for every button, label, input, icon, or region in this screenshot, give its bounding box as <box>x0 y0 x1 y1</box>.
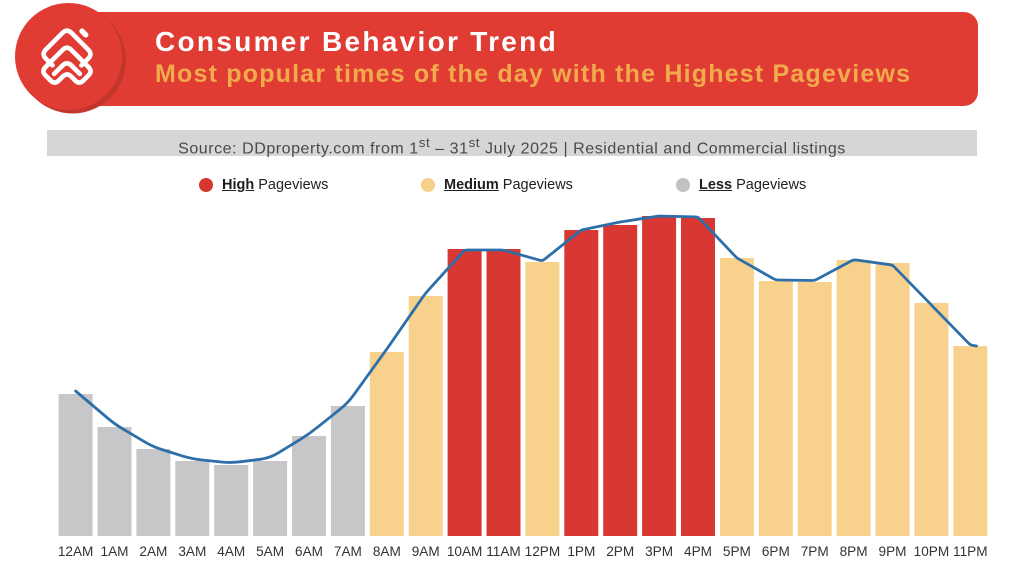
svg-text:2AM: 2AM <box>139 544 167 559</box>
svg-text:8AM: 8AM <box>373 544 401 559</box>
svg-text:3PM: 3PM <box>645 544 673 559</box>
svg-text:5AM: 5AM <box>256 544 284 559</box>
svg-text:3AM: 3AM <box>178 544 206 559</box>
svg-text:10PM: 10PM <box>914 544 950 559</box>
svg-text:5PM: 5PM <box>723 544 751 559</box>
svg-text:12AM: 12AM <box>58 544 94 559</box>
svg-text:7PM: 7PM <box>801 544 829 559</box>
svg-text:10AM: 10AM <box>447 544 483 559</box>
svg-text:6AM: 6AM <box>295 544 323 559</box>
svg-text:12PM: 12PM <box>525 544 561 559</box>
svg-text:11PM: 11PM <box>953 544 988 559</box>
svg-text:1AM: 1AM <box>101 544 129 559</box>
svg-text:7AM: 7AM <box>334 544 362 559</box>
svg-text:4AM: 4AM <box>217 544 245 559</box>
svg-text:11AM: 11AM <box>486 544 521 559</box>
svg-text:4PM: 4PM <box>684 544 712 559</box>
svg-text:8PM: 8PM <box>840 544 868 559</box>
svg-text:9PM: 9PM <box>879 544 907 559</box>
svg-text:1PM: 1PM <box>567 544 595 559</box>
svg-text:9AM: 9AM <box>412 544 440 559</box>
svg-text:2PM: 2PM <box>606 544 634 559</box>
svg-text:6PM: 6PM <box>762 544 790 559</box>
